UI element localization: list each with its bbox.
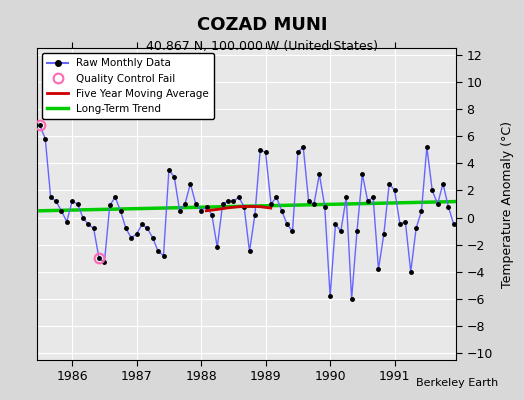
Text: 40.867 N, 100.000 W (United States): 40.867 N, 100.000 W (United States): [146, 40, 378, 53]
Y-axis label: Temperature Anomaly (°C): Temperature Anomaly (°C): [501, 120, 514, 288]
Legend: Raw Monthly Data, Quality Control Fail, Five Year Moving Average, Long-Term Tren: Raw Monthly Data, Quality Control Fail, …: [42, 53, 214, 119]
Text: Berkeley Earth: Berkeley Earth: [416, 378, 498, 388]
Text: COZAD MUNI: COZAD MUNI: [196, 16, 328, 34]
